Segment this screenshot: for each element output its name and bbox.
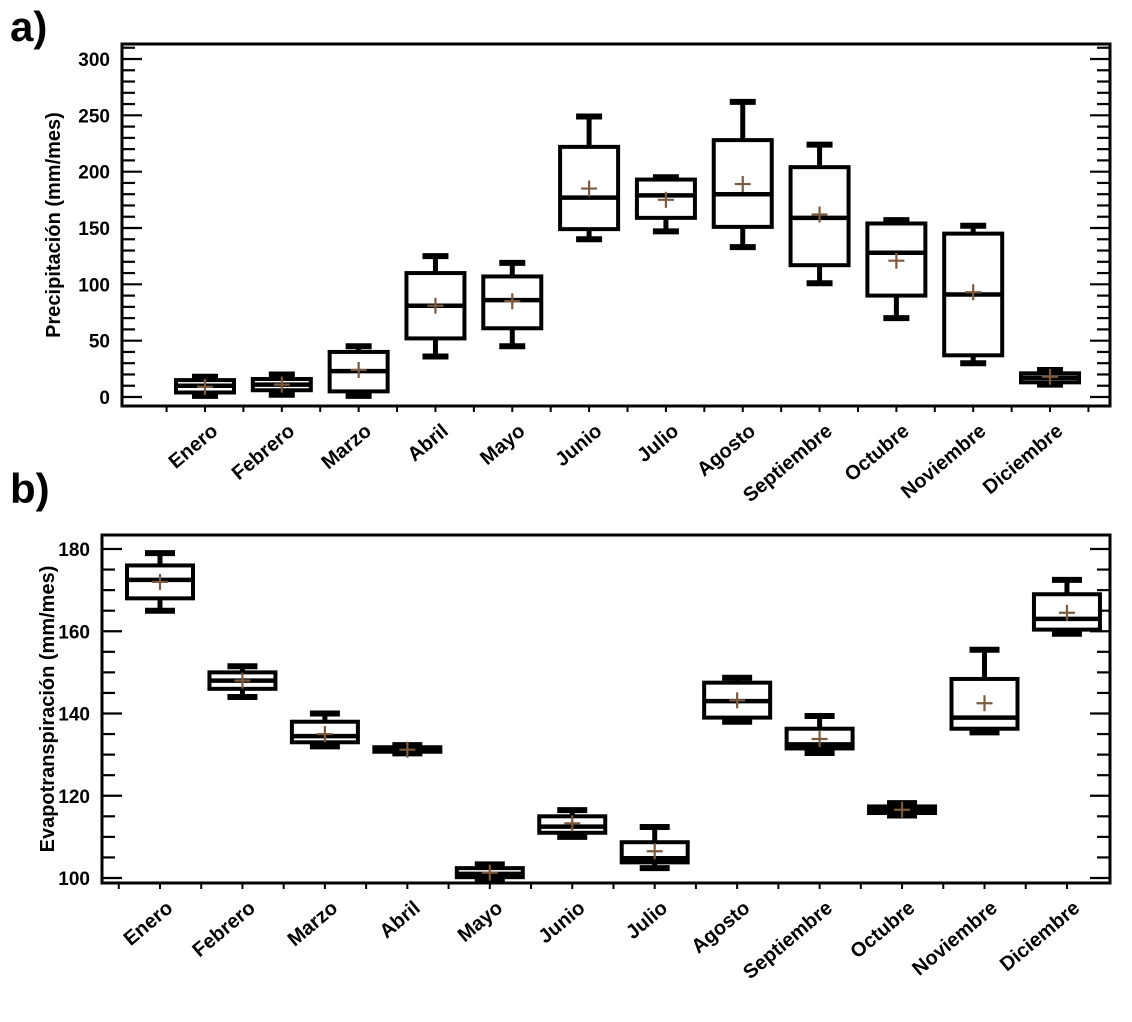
y-tick-label: 100 — [78, 275, 110, 296]
panel-b-label: b) — [10, 465, 50, 512]
x-category-label: Agosto — [693, 420, 760, 481]
y-tick-label: 300 — [78, 50, 110, 71]
box-julio — [619, 824, 690, 872]
panel-a-label: a) — [10, 3, 48, 50]
x-category-label: Junio — [534, 897, 589, 948]
x-category-label: Noviembre — [897, 420, 990, 503]
box-febrero — [250, 371, 313, 398]
x-category-label: Julio — [633, 420, 683, 467]
iqr-box — [949, 676, 1020, 731]
box-octubre — [867, 800, 938, 819]
box-abril — [404, 253, 467, 360]
y-tick-label: 140 — [58, 705, 90, 726]
x-category-label: Mayo — [454, 897, 507, 947]
box-diciembre — [1019, 366, 1082, 388]
x-category-label: Febrero — [188, 897, 259, 962]
box-enero — [174, 373, 236, 399]
x-category-label: Enero — [165, 420, 223, 473]
box-mayo — [481, 259, 544, 350]
precipitation-chart: 0 50 100 150 200 250 300 Precipitación (mm/mes)… — [43, 42, 1112, 507]
x-category-label: Octubre — [841, 420, 914, 486]
box-octubre — [865, 217, 928, 322]
x-category-label: Noviembre — [908, 897, 1001, 980]
y-tick-label: 200 — [78, 163, 110, 184]
x-category-label: Abril — [404, 420, 453, 466]
box-junio — [537, 807, 608, 840]
x-category-label: Marzo — [317, 420, 375, 474]
box-junio — [558, 113, 621, 243]
iqr-box — [558, 144, 621, 232]
box-mayo — [454, 861, 525, 884]
x-category-label: Diciembre — [979, 420, 1067, 499]
x-category-label: Enero — [120, 897, 178, 950]
box-agosto — [711, 98, 774, 251]
x-category-label: Octubre — [846, 897, 919, 963]
x-category-label: Marzo — [284, 897, 342, 951]
y-axis-title: Precipitación (mm/mes) — [43, 112, 65, 338]
box-marzo — [327, 343, 390, 399]
y-tick-label: 50 — [89, 332, 110, 353]
y-tick-label: 120 — [58, 787, 90, 808]
x-category-label: Septiembre — [739, 897, 837, 984]
box-diciembre — [1031, 576, 1102, 637]
y-axis-title: Evapotranspiración (mm/mes) — [37, 566, 59, 853]
x-category-label: Julio — [622, 897, 672, 944]
box-marzo — [289, 710, 360, 750]
x-category-label: Abril — [376, 897, 425, 943]
x-category-label: Agosto — [687, 897, 754, 958]
plot-frame — [100, 533, 1112, 885]
box-enero — [125, 550, 195, 614]
y-tick-label: 160 — [58, 622, 90, 643]
box-noviembre — [942, 222, 1005, 367]
x-category-label: Febrero — [228, 420, 299, 485]
box-septiembre — [788, 141, 851, 287]
y-tick-label: 250 — [78, 106, 110, 127]
y-tick-label: 150 — [78, 219, 110, 240]
box-agosto — [702, 674, 773, 725]
box-abril — [372, 741, 443, 758]
y-tick-label: 0 — [99, 388, 110, 409]
box-noviembre — [949, 646, 1020, 736]
plot-frame — [120, 42, 1112, 408]
box-septiembre — [784, 712, 855, 756]
box-julio — [634, 174, 697, 235]
y-tick-label: 100 — [58, 869, 90, 890]
y-tick-label: 180 — [58, 540, 90, 561]
x-category-label: Junio — [551, 420, 606, 471]
box-febrero — [207, 663, 278, 701]
x-category-label: Mayo — [476, 420, 529, 470]
x-category-label: Diciembre — [996, 897, 1084, 976]
evapotranspiration-chart: 100 120 140 160 180 Evapotranspiración (mm/me… — [37, 533, 1112, 984]
